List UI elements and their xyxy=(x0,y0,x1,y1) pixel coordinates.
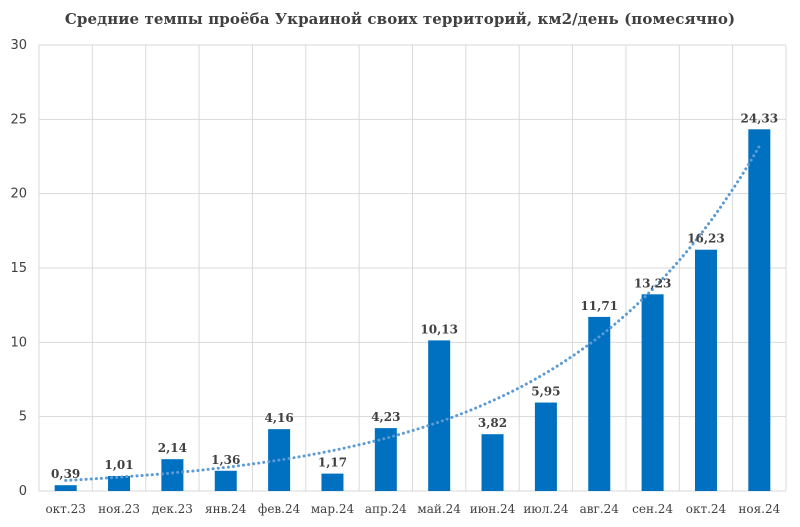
y-tick-label: 10 xyxy=(10,335,27,350)
data-label: 2,14 xyxy=(158,441,187,455)
bar xyxy=(748,129,771,491)
x-tick-label: янв.24 xyxy=(205,502,247,516)
bar xyxy=(214,470,237,491)
bar xyxy=(641,294,664,491)
x-tick-label: июл.24 xyxy=(523,502,569,516)
x-tick-label: мар.24 xyxy=(311,502,355,516)
x-tick-label: окт.23 xyxy=(45,502,85,516)
x-tick-label: окт.24 xyxy=(686,502,727,516)
y-tick-label: 25 xyxy=(10,112,27,127)
x-tick-label: дек.23 xyxy=(152,502,193,516)
data-label: 16,23 xyxy=(687,232,725,246)
bar xyxy=(54,485,77,491)
data-label: 3,82 xyxy=(478,416,507,430)
x-tick-label: ноя.24 xyxy=(738,502,780,516)
chart-title: Средние темпы проёба Украиной своих терр… xyxy=(64,10,736,28)
y-tick-label: 30 xyxy=(10,38,27,53)
x-tick-label: сен.24 xyxy=(632,502,673,516)
bar xyxy=(108,475,131,491)
data-label: 10,13 xyxy=(420,322,458,336)
data-label: 0,39 xyxy=(51,467,80,481)
x-tick-label: ноя.23 xyxy=(98,502,140,516)
data-label: 4,23 xyxy=(371,410,400,424)
bar xyxy=(374,428,397,491)
x-tick-label: фев.24 xyxy=(258,502,301,516)
data-label: 4,16 xyxy=(264,411,293,425)
bar xyxy=(534,402,557,491)
y-tick-label: 15 xyxy=(10,261,27,276)
y-tick-label: 20 xyxy=(10,187,27,202)
x-tick-label: май.24 xyxy=(417,502,461,516)
data-label: 5,95 xyxy=(531,385,560,399)
y-tick-label: 0 xyxy=(19,484,27,499)
data-label: 1,01 xyxy=(104,458,133,472)
bar xyxy=(161,459,184,491)
y-tick-label: 5 xyxy=(19,410,27,425)
bar xyxy=(428,340,451,491)
trendline xyxy=(64,144,761,482)
bar xyxy=(588,316,611,491)
data-label: 13,23 xyxy=(634,276,672,290)
bar xyxy=(481,434,504,491)
data-label: 1,17 xyxy=(318,456,347,470)
data-label: 1,36 xyxy=(211,453,240,467)
x-tick-label: авг.24 xyxy=(580,502,620,516)
bar xyxy=(321,473,344,491)
data-label: 24,33 xyxy=(741,111,779,125)
data-label: 11,71 xyxy=(580,299,618,313)
x-tick-label: апр.24 xyxy=(365,502,407,516)
x-tick-label: июн.24 xyxy=(470,502,516,516)
bar xyxy=(694,249,717,491)
